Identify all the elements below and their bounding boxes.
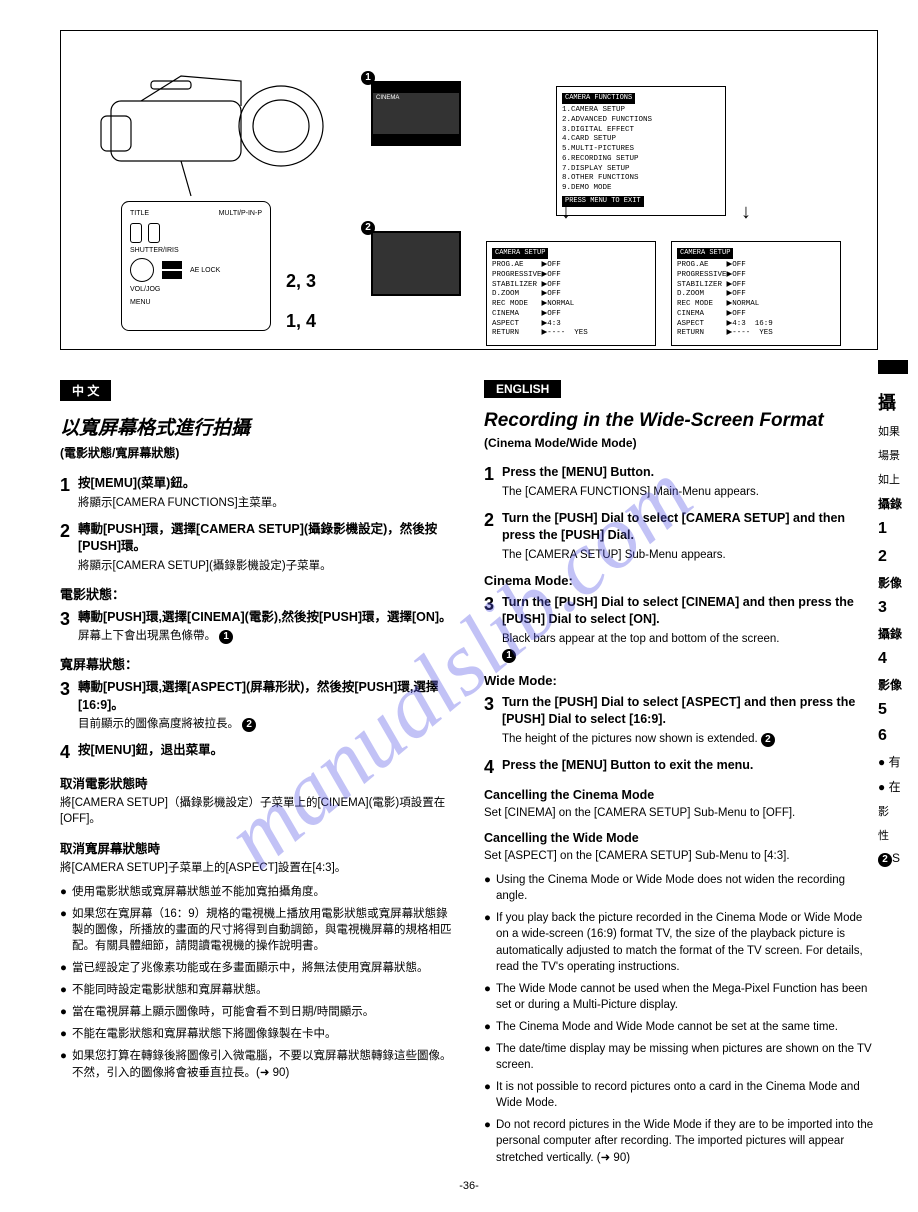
cn-bullet-2: 當已經設定了兆像素功能或在多畫面顯示中，將無法使用寬屏幕狀態。	[72, 960, 429, 976]
en-step3b-sub: The height of the pictures now shown is …	[502, 733, 758, 745]
menu-setup-43: CAMERA SETUP PROG.AE ▶OFF PROGRESSIVE▶OF…	[486, 241, 656, 346]
cutoff-t10: 在	[889, 780, 901, 794]
cn-bullet-5: 不能在電影狀態和寬屏幕狀態下將圖像錄製在卡中。	[72, 1026, 337, 1042]
en-bullet-1: If you play back the picture recorded in…	[496, 910, 878, 974]
menu1-items: 1.CAMERA SETUP 2.ADVANCED FUNCTIONS 3.DI…	[562, 106, 720, 194]
en-step1-sub: The [CAMERA FUNCTIONS] Main-Menu appears…	[502, 484, 878, 500]
arrow-1: ↓	[561, 201, 571, 224]
en-bullets: ●Using the Cinema Mode or Wide Mode does…	[484, 872, 878, 1166]
menu3-header: CAMERA SETUP	[677, 248, 733, 259]
lang-english: ENGLISH	[484, 380, 561, 398]
step-label-23: 2, 3	[286, 271, 316, 292]
en-bullet-5: It is not possible to record pictures on…	[496, 1079, 878, 1111]
en-bullet-6: Do not record pictures in the Wide Mode …	[496, 1117, 878, 1165]
cn-bullet-4: 當在電視屏幕上顯示圖像時，可能會看不到日期/時間顯示。	[72, 1004, 374, 1020]
menu1-header: CAMERA FUNCTIONS	[562, 93, 635, 104]
control-panel: TITLE MULTI/P-IN-P SHUTTER/IRIS AE LOCK …	[121, 201, 271, 331]
cutoff-t13: S	[892, 851, 900, 865]
cutoff-title: 攝	[878, 389, 918, 415]
cn-step3a: 轉動[PUSH]環,選擇[CINEMA](電影),然後按[PUSH]環，選擇[O…	[78, 609, 454, 627]
en-step3a: Turn the [PUSH] Dial to select [CINEMA] …	[502, 594, 878, 629]
aelock-label: AE LOCK	[190, 267, 220, 274]
cn-wide-hdr: 寬屏幕狀態：	[60, 654, 454, 673]
cutoff-t8: 影像	[878, 676, 918, 693]
step-label-14: 1, 4	[286, 311, 316, 332]
en-cancel1-body: Set [CINEMA] on the [CAMERA SETUP] Sub-M…	[484, 805, 878, 821]
cn-step3b: 轉動[PUSH]環,選擇[ASPECT](屏幕形狀)，然後按[PUSH]環,選擇…	[78, 679, 454, 714]
en-cancel1-hdr: Cancelling the Cinema Mode	[484, 788, 878, 802]
en-cinema-hdr: Cinema Mode:	[484, 573, 878, 588]
camera-illustration	[81, 51, 341, 201]
cn-step3b-sub: 目前顯示的圖像高度將被拉長。	[78, 718, 239, 730]
cutoff-t4: 如上	[878, 471, 918, 487]
cn-title: 以寬屏幕格式進行拍攝	[60, 413, 454, 440]
en-step2: Turn the [PUSH] Dial to select [CAMERA S…	[502, 510, 878, 545]
cn-step1: 按[MEMU](菜單)鈕。	[78, 475, 454, 493]
cutoff-t12: 性	[878, 827, 918, 843]
cutoff-t6: 影像	[878, 574, 918, 591]
en-bullet-0: Using the Cinema Mode or Wide Mode does …	[496, 872, 878, 904]
cn-cancel1-body: 將[CAMERA SETUP]（攝錄影機設定）子菜單上的[CINEMA](電影)…	[60, 795, 454, 827]
en-cancel2-hdr: Cancelling the Wide Mode	[484, 831, 878, 845]
chinese-column: 中 文 以寬屏幕格式進行拍攝 (電影狀態/寬屏幕狀態) 1 按[MEMU](菜單…	[60, 380, 454, 1172]
screen-wide	[371, 231, 461, 296]
multi-label: MULTI/P-IN-P	[219, 210, 262, 217]
lang-chinese: 中 文	[60, 380, 111, 401]
cutoff-t2: 如果	[878, 423, 918, 439]
en-bullet-3: The Cinema Mode and Wide Mode cannot be …	[496, 1019, 838, 1035]
diagram-box: TITLE MULTI/P-IN-P SHUTTER/IRIS AE LOCK …	[60, 30, 878, 350]
cn-cancel2-hdr: 取消寬屏幕狀態時	[60, 838, 454, 857]
screen-cinema: CINEMA	[371, 81, 461, 146]
callout-ref-1: 1	[219, 630, 233, 644]
cn-cancel1-hdr: 取消電影狀態時	[60, 773, 454, 792]
cutoff-t7: 攝錄	[878, 625, 918, 642]
menu2-body: PROG.AE ▶OFF PROGRESSIVE▶OFF STABILIZER …	[492, 261, 650, 339]
cutoff-t5: 攝錄	[878, 495, 918, 512]
cn-step2-sub: 將顯示[CAMERA SETUP](攝錄影機設定)子菜單。	[78, 558, 454, 574]
cn-step1-sub: 將顯示[CAMERA FUNCTIONS]主菜單。	[78, 495, 454, 511]
cutoff-t9: 有	[889, 755, 901, 769]
en-callout-ref-2: 2	[761, 733, 775, 747]
cn-subtitle: (電影狀態/寬屏幕狀態)	[60, 444, 454, 461]
en-step3a-sub: Black bars appear at the top and bottom …	[502, 633, 779, 645]
cn-step4: 按[MENU]鈕，退出菜單。	[78, 742, 454, 760]
cutoff-t3: 場景	[878, 447, 918, 463]
arrow-2: ↓	[741, 201, 751, 224]
menu-functions: CAMERA FUNCTIONS 1.CAMERA SETUP 2.ADVANC…	[556, 86, 726, 216]
en-bullet-2: The Wide Mode cannot be used when the Me…	[496, 981, 878, 1013]
menu2-header: CAMERA SETUP	[492, 248, 548, 259]
english-column: ENGLISH Recording in the Wide-Screen For…	[484, 380, 878, 1172]
menu-setup-169: CAMERA SETUP PROG.AE ▶OFF PROGRESSIVE▶OF…	[671, 241, 841, 346]
menu-label: MENU	[130, 299, 262, 306]
shutter-label: SHUTTER/IRIS	[130, 247, 262, 254]
en-bullet-4: The date/time display may be missing whe…	[496, 1041, 878, 1073]
en-step2-sub: The [CAMERA SETUP] Sub-Menu appears.	[502, 547, 878, 563]
cn-bullets: ●使用電影狀態或寬屏幕狀態並不能加寬拍攝角度。 ●如果您在寬屏幕（16：9）規格…	[60, 884, 454, 1081]
menu1-footer: PRESS MENU TO EXIT	[562, 196, 644, 207]
menu3-body: PROG.AE ▶OFF PROGRESSIVE▶OFF STABILIZER …	[677, 261, 835, 339]
page-number: -36-	[60, 1180, 878, 1192]
cn-cinema-hdr: 電影狀態：	[60, 584, 454, 603]
callout-ref-2: 2	[242, 718, 256, 732]
cn-bullet-1: 如果您在寬屏幕（16：9）規格的電視機上播放用電影狀態或寬屏幕狀態錄製的圖像，所…	[72, 906, 454, 954]
en-callout-ref-1: 1	[502, 649, 516, 663]
voljog-label: VOL/JOG	[130, 286, 160, 293]
cn-step3.5a-sub: 屏幕上下會出現黑色條帶。	[78, 630, 216, 642]
en-wide-hdr: Wide Mode:	[484, 673, 878, 688]
title-label: TITLE	[130, 210, 149, 217]
cn-bullet-3: 不能同時設定電影狀態和寬屏幕狀態。	[72, 982, 268, 998]
cutoff-t11: 影	[878, 803, 918, 819]
en-subtitle: (Cinema Mode/Wide Mode)	[484, 436, 878, 450]
en-step4: Press the [MENU] Button to exit the menu…	[502, 757, 878, 775]
next-page-sliver: 攝 如果 場景 如上 攝錄 1 2 影像 3 攝錄 4 影像 5 6 ● 有 ●…	[878, 360, 918, 875]
en-title: Recording in the Wide-Screen Format	[484, 410, 878, 432]
en-cancel2-body: Set [ASPECT] on the [CAMERA SETUP] Sub-M…	[484, 848, 878, 864]
en-step1: Press the [MENU] Button.	[502, 464, 878, 482]
cn-cancel2-body: 將[CAMERA SETUP]子菜單上的[ASPECT]設置在[4:3]。	[60, 860, 454, 876]
cn-bullet-0: 使用電影狀態或寬屏幕狀態並不能加寬拍攝角度。	[72, 884, 325, 900]
en-step3b: Turn the [PUSH] Dial to select [ASPECT] …	[502, 694, 878, 729]
cn-step2: 轉動[PUSH]環，選擇[CAMERA SETUP](攝錄影機設定)，然後按[P…	[78, 521, 454, 556]
content-columns: 中 文 以寬屏幕格式進行拍攝 (電影狀態/寬屏幕狀態) 1 按[MEMU](菜單…	[60, 380, 878, 1172]
cn-bullet-6: 如果您打算在轉錄後將圖像引入微電腦，不要以寬屏幕狀態轉錄這些圖像。不然，引入的圖…	[72, 1048, 454, 1080]
